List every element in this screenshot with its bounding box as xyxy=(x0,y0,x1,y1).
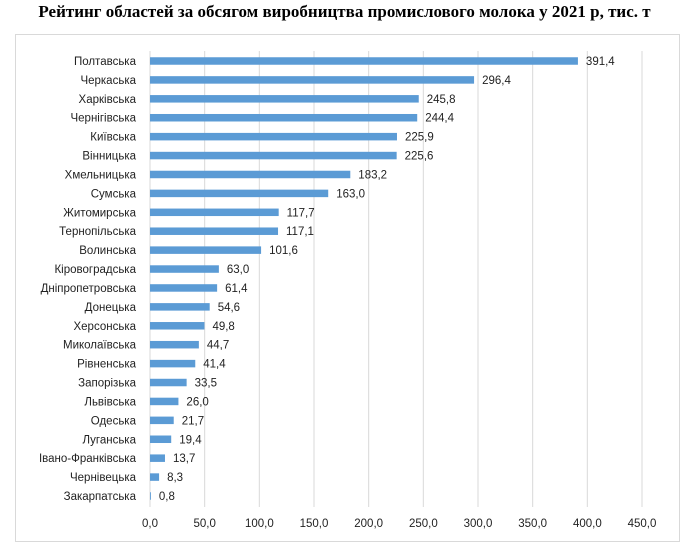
category-label: Івано-Франківська xyxy=(39,453,137,465)
bar xyxy=(150,397,179,406)
bar xyxy=(150,151,397,160)
x-tick-label: 250,0 xyxy=(409,518,438,530)
data-label: 244,4 xyxy=(425,113,454,125)
bar xyxy=(150,454,165,462)
category-label: Чернігівська xyxy=(70,113,136,125)
bar xyxy=(150,473,160,481)
category-label: Вінницька xyxy=(82,151,136,163)
bar xyxy=(150,170,351,179)
bar xyxy=(150,76,475,84)
data-label: 163,0 xyxy=(336,188,365,200)
bar xyxy=(150,284,218,292)
data-label: 44,7 xyxy=(207,340,229,352)
x-tick-label: 100,0 xyxy=(245,518,274,530)
category-label: Донецька xyxy=(85,302,137,314)
category-label: Київська xyxy=(90,132,136,144)
chart-frame xyxy=(15,34,680,542)
data-label: 61,4 xyxy=(225,283,248,295)
category-label: Харківська xyxy=(79,94,137,106)
bar xyxy=(150,492,151,500)
data-label: 49,8 xyxy=(212,321,234,333)
bar xyxy=(150,322,205,330)
x-tick-label: 50,0 xyxy=(193,518,215,530)
x-tick-label: 350,0 xyxy=(518,518,547,530)
bar xyxy=(150,208,279,217)
data-label: 117,7 xyxy=(287,207,315,219)
data-label: 183,2 xyxy=(358,169,387,181)
bar xyxy=(150,378,187,387)
data-label: 225,6 xyxy=(405,151,434,163)
category-label: Волинська xyxy=(79,245,136,257)
bar xyxy=(150,359,196,368)
data-label: 41,4 xyxy=(203,359,226,371)
bar xyxy=(150,303,210,311)
data-label: 19,4 xyxy=(179,434,202,446)
category-label: Хмельницька xyxy=(65,169,137,181)
category-label: Одеська xyxy=(91,415,137,427)
data-label: 391,4 xyxy=(586,56,615,68)
data-label: 0,8 xyxy=(159,491,175,503)
bar xyxy=(150,227,279,235)
x-tick-label: 150,0 xyxy=(300,518,329,530)
data-label: 101,6 xyxy=(269,245,298,257)
category-label: Полтавська xyxy=(74,56,137,68)
data-label: 245,8 xyxy=(427,94,456,106)
category-label: Тернопільська xyxy=(59,226,136,238)
data-label: 13,7 xyxy=(173,453,195,465)
data-label: 26,0 xyxy=(186,396,208,408)
x-tick-label: 300,0 xyxy=(464,518,493,530)
bar xyxy=(150,265,219,273)
data-label: 21,7 xyxy=(182,415,204,427)
category-label: Сумська xyxy=(91,188,137,200)
category-label: Кіровоградська xyxy=(54,264,136,276)
data-label: 8,3 xyxy=(167,472,183,484)
category-label: Луганська xyxy=(82,434,136,446)
bar xyxy=(150,435,172,444)
category-label: Запорізька xyxy=(78,378,136,390)
data-label: 54,6 xyxy=(218,302,240,314)
bar xyxy=(150,57,578,65)
category-label: Житомирська xyxy=(63,207,136,219)
bar xyxy=(150,113,418,122)
bar xyxy=(150,132,397,141)
data-label: 117,1 xyxy=(286,226,314,238)
bar xyxy=(150,416,174,425)
data-label: 63,0 xyxy=(227,264,249,276)
data-label: 296,4 xyxy=(482,75,511,87)
category-label: Черкаська xyxy=(80,75,136,87)
category-label: Львівська xyxy=(84,396,136,408)
category-label: Закарпатська xyxy=(64,491,137,503)
category-label: Херсонська xyxy=(73,321,136,333)
x-tick-label: 200,0 xyxy=(354,518,383,530)
x-tick-label: 450,0 xyxy=(628,518,657,530)
category-label: Рівненська xyxy=(77,359,136,371)
bar xyxy=(150,340,199,349)
category-label: Дніпропетровська xyxy=(41,283,137,295)
category-label: Чернівецька xyxy=(70,472,137,484)
category-label: Миколаївська xyxy=(63,340,137,352)
bar xyxy=(150,246,262,254)
bar xyxy=(150,95,419,103)
x-tick-label: 0,0 xyxy=(142,518,158,530)
chart-title: Рейтинг областей за обсягом виробництва … xyxy=(38,2,651,21)
x-tick-label: 400,0 xyxy=(573,518,602,530)
data-label: 33,5 xyxy=(195,378,217,390)
bar xyxy=(150,189,329,198)
data-label: 225,9 xyxy=(405,132,434,144)
